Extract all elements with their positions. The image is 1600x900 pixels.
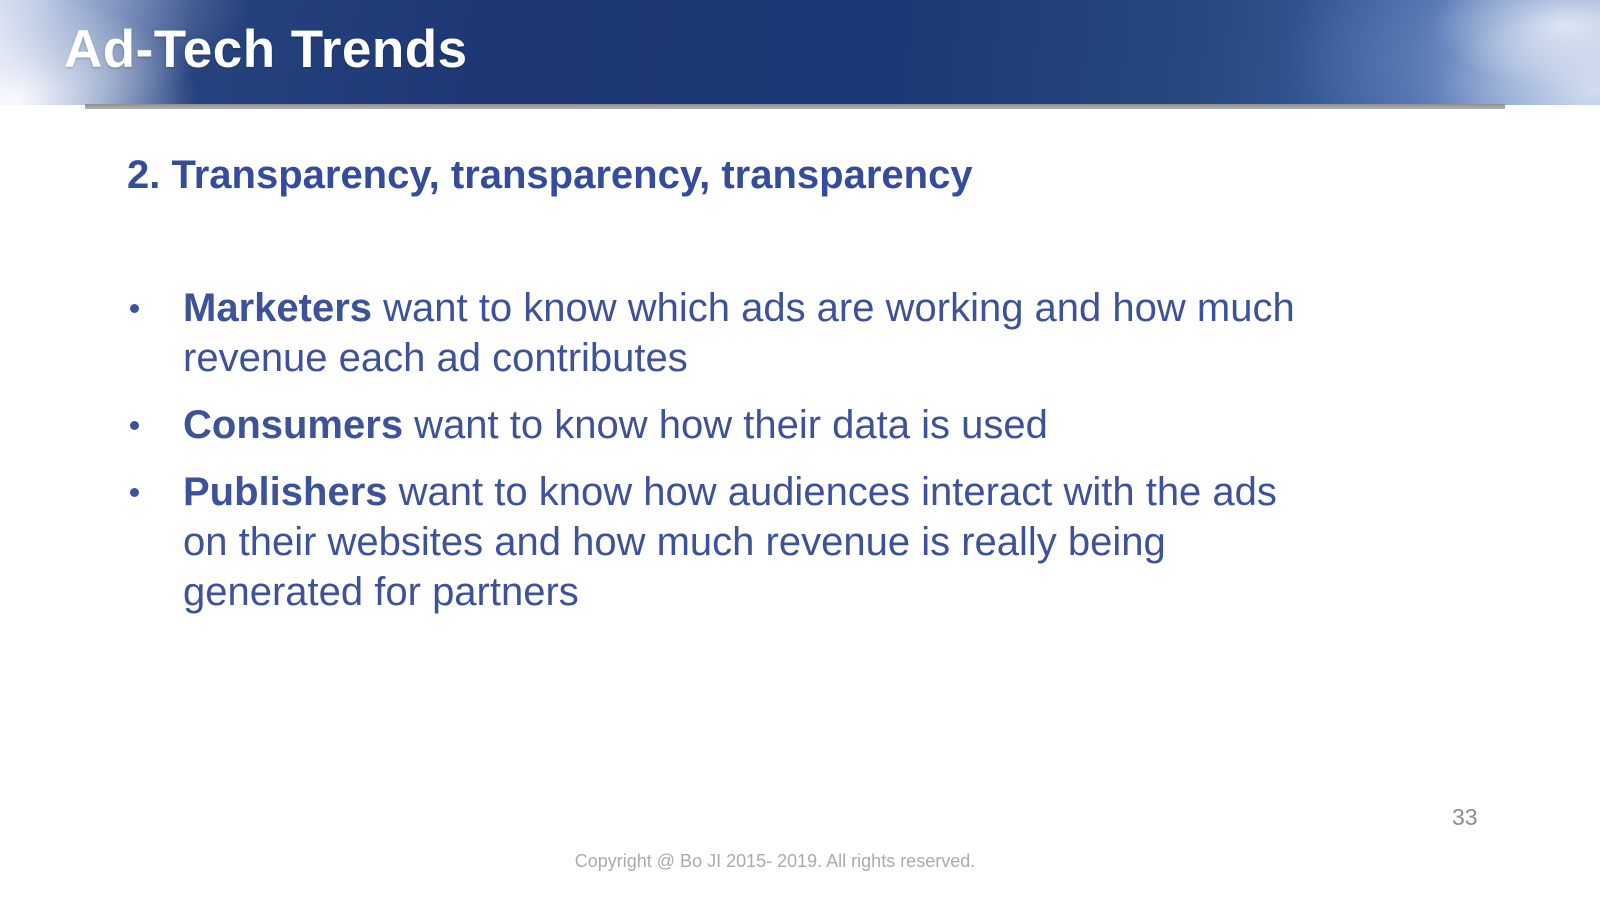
slide-header-banner: Ad-Tech Trends <box>0 0 1600 105</box>
bullet-list: Marketers want to know which ads are wor… <box>130 283 1440 634</box>
bullet-lead-publishers: Publishers <box>183 470 388 514</box>
bullet-dot-icon <box>130 421 139 430</box>
bullet-text-consumers: want to know how their data is used <box>403 403 1048 447</box>
bullet-text-marketers: want to know which ads are working and h… <box>183 286 1295 380</box>
footer-copyright: Copyright @ Bo JI 2015- 2019. All rights… <box>574 851 976 871</box>
slide-title: Ad-Tech Trends <box>64 20 468 79</box>
bullet-lead-marketers: Marketers <box>183 286 373 330</box>
bullet-dot-icon <box>130 488 139 497</box>
bullet-item-consumers: Consumers want to know how their data is… <box>130 400 1440 450</box>
slide-subtitle: 2. Transparency, transparency, transpare… <box>127 153 973 197</box>
bullet-text-publishers: want to know how audiences interact with… <box>183 470 1277 614</box>
bullet-lead-consumers: Consumers <box>183 403 404 447</box>
page-number: 33 <box>1452 804 1478 830</box>
bullet-item-publishers: Publishers want to know how audiences in… <box>130 467 1440 617</box>
header-divider-line <box>85 104 1505 109</box>
bullet-dot-icon <box>130 304 139 313</box>
bullet-item-marketers: Marketers want to know which ads are wor… <box>130 283 1440 383</box>
